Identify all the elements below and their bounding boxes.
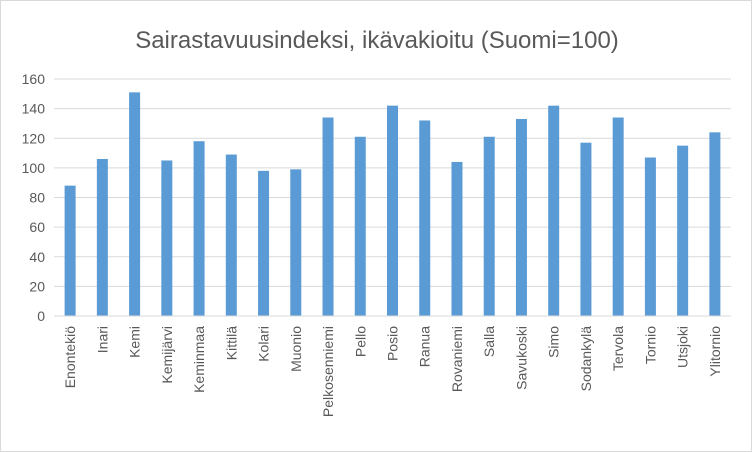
y-tick-label: 160 [22,71,46,87]
bar-posio [387,105,398,316]
bar-kolari [258,170,270,316]
y-tick-label: 60 [29,219,45,235]
x-tick-label: Kemijärvi [159,326,175,384]
bar-ylitornio [709,132,721,316]
bar-kemij-rvi [161,160,173,316]
bar-pelkosenniemi [322,117,334,316]
x-tick-label: Kemi [127,326,143,358]
x-tick-label: Salla [481,326,497,357]
y-tick-label: 100 [22,160,46,176]
x-tick-label: Tervola [610,326,626,371]
x-tick-label: Ranua [417,326,433,367]
x-tick-label: Tornio [642,326,658,364]
x-tick-label: Simo [546,326,562,358]
x-tick-label: Enontekiö [62,326,78,388]
y-tick-label: 20 [29,278,45,294]
bar-simo [548,105,560,316]
x-tick-label: Pelkosenniemi [320,326,336,417]
bar-kemi [129,92,141,316]
bar-tervola [612,117,624,316]
y-tick-label: 0 [37,308,45,324]
x-tick-label: Rovaniemi [449,326,465,392]
x-tick-label: Muonio [288,326,304,372]
x-tick-label: Pello [352,326,368,357]
y-tick-label: 140 [22,101,46,117]
x-tick-label: Ylitornio [707,326,723,377]
bar-muonio [290,169,302,316]
x-tick-label: Savukoski [513,326,529,390]
x-tick-label: Kolari [256,326,272,362]
y-tick-label: 40 [29,249,45,265]
y-tick-label: 120 [22,130,46,146]
y-tick-label: 80 [29,190,45,206]
bar-rovaniemi [451,161,463,316]
bar-kittil- [225,154,237,316]
x-tick-label: Posio [385,326,401,361]
x-tick-label: Inari [94,326,110,353]
bar-salla [483,136,495,316]
x-tick-label: Sodankylä [578,326,594,392]
x-tick-label: Utsjoki [675,326,691,368]
chart-title: Sairastavuusindeksi, ikävakioitu (Suomi=… [135,27,619,54]
y-axis-ticks: 0 20 40 60 80 100 120 140 160 [22,71,46,324]
bar-ranua [419,120,431,316]
bar-sodankyl- [580,142,592,316]
bars [64,92,721,317]
bar-keminmaa [193,141,205,316]
bar-utsjoki [677,145,689,316]
bar-tornio [644,157,656,316]
bar-pello [354,136,366,316]
x-tick-label: Keminmaa [191,326,207,393]
bar-savukoski [515,118,527,317]
bar-inari [96,158,108,316]
x-tick-label: Kittilä [223,326,239,360]
x-axis-labels: Enontekiö Inari Kemi Kemijärvi Keminmaa Kitti… [62,326,723,417]
bar-enonteki- [64,185,76,316]
